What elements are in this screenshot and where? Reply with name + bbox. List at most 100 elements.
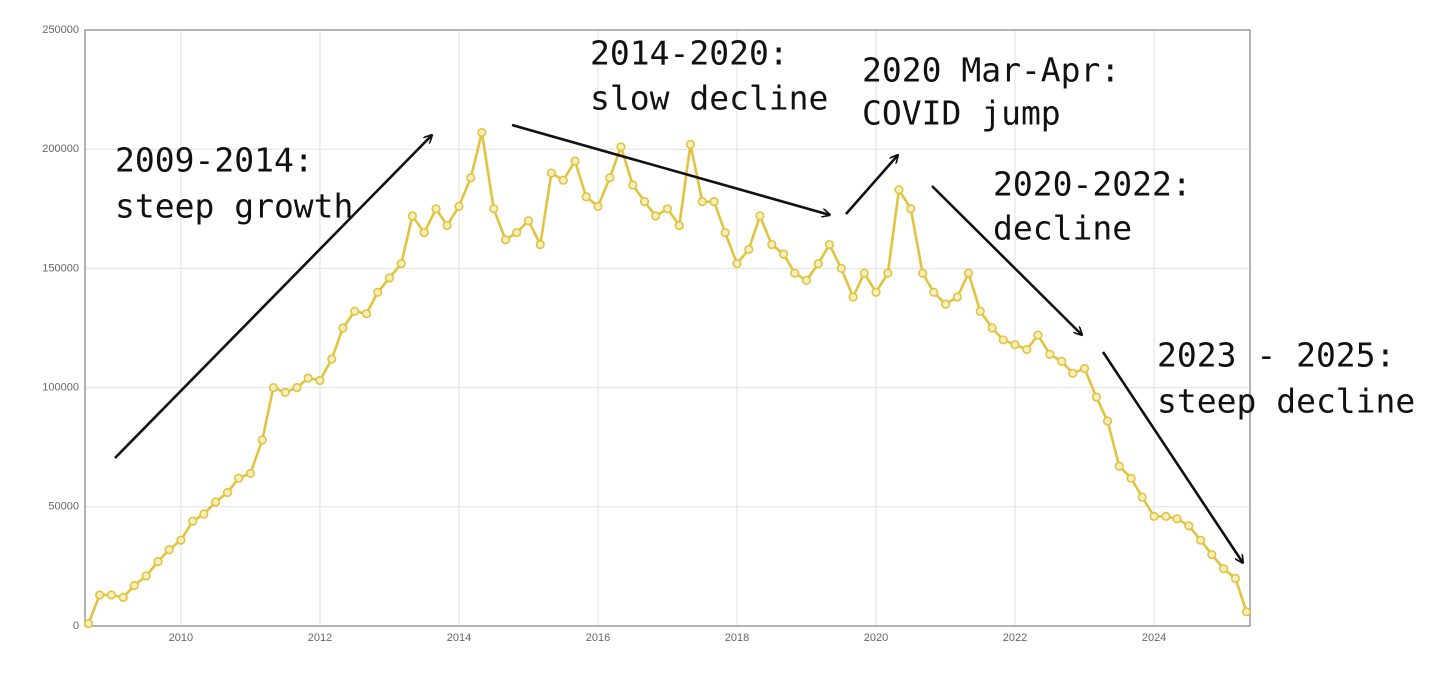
y-tick-label: 250000 bbox=[42, 24, 79, 36]
point bbox=[535, 239, 545, 250]
point bbox=[350, 306, 360, 316]
point bbox=[384, 273, 395, 283]
point bbox=[1102, 416, 1113, 426]
point bbox=[94, 590, 105, 600]
point bbox=[639, 197, 650, 207]
point bbox=[1218, 564, 1229, 574]
x-tick-label: 2024 bbox=[1142, 632, 1166, 644]
x-tick-label: 2022 bbox=[1003, 632, 1027, 644]
point bbox=[570, 156, 580, 166]
point bbox=[1149, 511, 1159, 521]
point bbox=[268, 383, 278, 393]
point bbox=[188, 516, 198, 526]
series bbox=[83, 127, 1252, 629]
x-tick-label: 2010 bbox=[169, 632, 193, 644]
point bbox=[801, 275, 812, 285]
point bbox=[906, 204, 916, 214]
point bbox=[164, 545, 174, 555]
point bbox=[616, 142, 626, 152]
point bbox=[1230, 573, 1241, 583]
point bbox=[767, 239, 777, 250]
point bbox=[118, 592, 128, 602]
annotation: 2009-2014: bbox=[115, 141, 314, 180]
point bbox=[129, 580, 139, 591]
point bbox=[1114, 461, 1124, 471]
point bbox=[940, 299, 951, 309]
point bbox=[1057, 356, 1067, 366]
point bbox=[315, 375, 325, 386]
y-tick-label: 0 bbox=[73, 620, 79, 632]
point bbox=[1172, 514, 1182, 524]
point bbox=[1068, 368, 1078, 378]
point bbox=[442, 220, 452, 231]
point bbox=[929, 287, 939, 297]
point bbox=[431, 204, 441, 214]
annotation: 2020 Mar-Apr: bbox=[862, 51, 1120, 90]
y-tick-label: 150000 bbox=[42, 262, 79, 274]
point bbox=[466, 173, 476, 183]
arrow bbox=[1101, 351, 1243, 563]
point bbox=[998, 335, 1008, 345]
point bbox=[871, 287, 881, 297]
point bbox=[489, 204, 499, 214]
annotation: COVID jump bbox=[862, 94, 1061, 133]
point bbox=[1126, 473, 1136, 483]
point bbox=[963, 268, 974, 278]
point bbox=[292, 383, 302, 393]
point bbox=[1161, 511, 1171, 521]
point bbox=[744, 244, 754, 254]
point bbox=[303, 373, 313, 383]
point bbox=[477, 127, 487, 138]
point bbox=[558, 175, 568, 185]
point bbox=[234, 473, 244, 483]
point bbox=[824, 239, 835, 250]
point bbox=[1207, 549, 1217, 560]
point bbox=[176, 535, 186, 545]
annotation: steep decline bbox=[1157, 382, 1415, 421]
point bbox=[987, 323, 997, 333]
point bbox=[199, 509, 209, 519]
point bbox=[593, 201, 603, 212]
point bbox=[778, 249, 789, 259]
x-tick-label: 2016 bbox=[586, 632, 610, 644]
point bbox=[1091, 392, 1101, 402]
point bbox=[685, 139, 696, 150]
point bbox=[153, 557, 163, 567]
point bbox=[1010, 340, 1020, 350]
annotation: 2014-2020: bbox=[590, 34, 789, 73]
point bbox=[1137, 492, 1147, 502]
y-tick-label: 50000 bbox=[48, 501, 79, 513]
arrow bbox=[931, 185, 1082, 335]
annotation: slow decline bbox=[590, 79, 828, 118]
y-tick-label: 100000 bbox=[42, 382, 79, 394]
x-tick-label: 2020 bbox=[864, 632, 888, 644]
annotation: 2020-2022: bbox=[993, 165, 1192, 204]
point bbox=[361, 309, 372, 319]
point bbox=[651, 211, 661, 221]
y-tick-label: 200000 bbox=[42, 143, 79, 155]
point bbox=[813, 259, 823, 269]
point bbox=[257, 435, 267, 445]
point bbox=[523, 216, 534, 226]
point bbox=[720, 228, 730, 238]
arrow bbox=[114, 135, 432, 459]
point bbox=[790, 268, 800, 278]
point bbox=[546, 168, 557, 178]
point bbox=[373, 287, 383, 297]
point bbox=[894, 185, 904, 195]
point bbox=[454, 201, 464, 212]
point bbox=[141, 571, 151, 581]
point bbox=[918, 268, 928, 278]
point bbox=[836, 263, 846, 274]
point bbox=[1184, 521, 1194, 531]
point bbox=[1241, 607, 1252, 617]
annotations: 2009-2014: steep growth 2014-2020: slow … bbox=[114, 34, 1415, 564]
point bbox=[628, 180, 638, 190]
point bbox=[732, 259, 742, 269]
point bbox=[1033, 330, 1043, 340]
point bbox=[662, 204, 673, 214]
point bbox=[581, 192, 591, 202]
point bbox=[245, 468, 256, 479]
